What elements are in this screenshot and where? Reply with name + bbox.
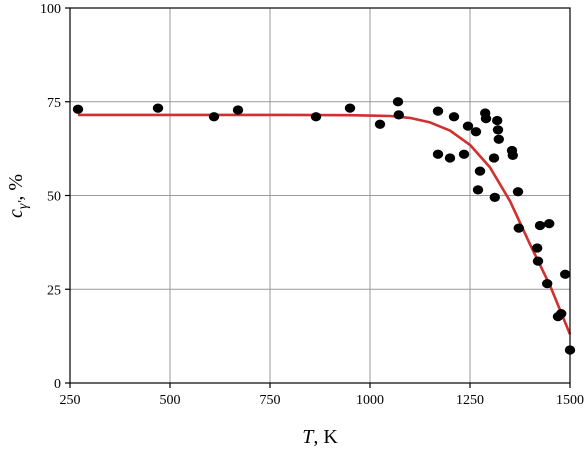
data-point xyxy=(493,134,504,144)
y-tick-label: 100 xyxy=(40,2,61,17)
data-point xyxy=(532,256,544,266)
data-point xyxy=(432,106,444,116)
data-points-layer xyxy=(72,97,576,355)
data-point xyxy=(444,153,456,163)
y-axis-label: cγ', % xyxy=(5,174,31,218)
data-point xyxy=(344,103,356,113)
data-point xyxy=(532,243,543,253)
x-tick-label: 250 xyxy=(60,393,81,408)
x-tick-label: 1500 xyxy=(556,393,584,408)
data-point xyxy=(560,269,571,279)
data-point xyxy=(152,103,164,113)
data-point xyxy=(492,125,504,135)
x-axis-var: T xyxy=(302,426,315,448)
y-tick-label: 75 xyxy=(47,96,61,111)
data-point xyxy=(448,112,460,122)
y-tick-label: 25 xyxy=(47,283,61,298)
x-axis-label: T, K xyxy=(302,426,338,448)
y-tick-label: 50 xyxy=(47,190,61,205)
data-point xyxy=(470,127,482,137)
x-axis-unit: , K xyxy=(313,426,338,448)
x-tick-label: 500 xyxy=(160,393,181,408)
data-point xyxy=(480,114,492,124)
tick-labels: 250 500 750 1000 1250 1500 0 25 50 75 100 xyxy=(40,2,584,408)
data-point xyxy=(393,110,404,120)
data-point xyxy=(534,220,546,231)
data-point xyxy=(374,119,386,129)
x-tick-label: 1000 xyxy=(356,393,384,408)
y-tick-label: 0 xyxy=(54,377,61,392)
fit-curve xyxy=(78,113,572,335)
data-point xyxy=(458,149,470,159)
data-point xyxy=(474,166,486,176)
data-point xyxy=(488,153,500,163)
data-point xyxy=(489,192,500,202)
y-axis-unit: , % xyxy=(5,174,27,201)
fit-curve-layer xyxy=(78,113,572,335)
data-point xyxy=(392,97,404,107)
data-point xyxy=(472,185,484,195)
y-axis-subscript: γ' xyxy=(16,200,31,210)
data-point xyxy=(507,150,518,160)
ticks xyxy=(65,7,571,388)
x-tick-label: 750 xyxy=(260,393,281,408)
data-point xyxy=(208,112,220,122)
data-point xyxy=(232,105,244,115)
data-point xyxy=(513,223,524,233)
grid xyxy=(70,8,570,383)
data-point xyxy=(544,219,555,229)
data-point xyxy=(462,121,474,131)
data-point xyxy=(492,115,503,126)
data-point xyxy=(512,187,524,197)
data-point xyxy=(72,104,84,114)
y-axis-var: c xyxy=(5,209,27,218)
data-point xyxy=(310,112,322,122)
data-point xyxy=(432,149,444,159)
data-point xyxy=(542,279,553,289)
x-tick-label: 1250 xyxy=(456,393,484,408)
data-point xyxy=(556,309,567,319)
